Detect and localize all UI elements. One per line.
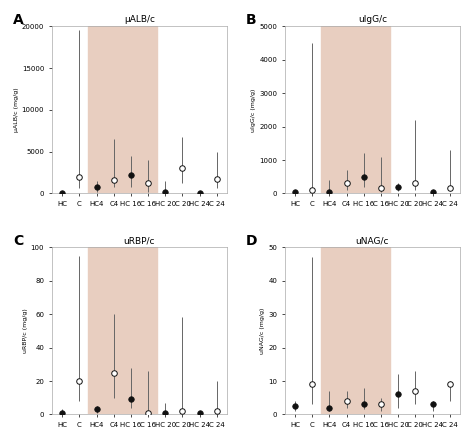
- Text: A: A: [13, 13, 24, 27]
- Title: uIgG/c: uIgG/c: [358, 15, 387, 24]
- Text: D: D: [246, 234, 258, 248]
- Title: uRBP/c: uRBP/c: [124, 236, 155, 245]
- Bar: [88, 247, 157, 415]
- Title: μALB/c: μALB/c: [124, 15, 155, 24]
- Text: B: B: [246, 13, 257, 27]
- Bar: [321, 247, 390, 415]
- Bar: [88, 26, 157, 194]
- Y-axis label: μALB/c (mg/g): μALB/c (mg/g): [14, 88, 19, 132]
- Y-axis label: uRBP/c (mg/g): uRBP/c (mg/g): [23, 309, 28, 353]
- Title: uNAG/c: uNAG/c: [356, 236, 389, 245]
- Text: C: C: [13, 234, 24, 248]
- Bar: [321, 26, 390, 194]
- Y-axis label: uIgG/c (mg/g): uIgG/c (mg/g): [251, 88, 256, 132]
- Y-axis label: uNAG/c (mg/g): uNAG/c (mg/g): [260, 308, 265, 354]
